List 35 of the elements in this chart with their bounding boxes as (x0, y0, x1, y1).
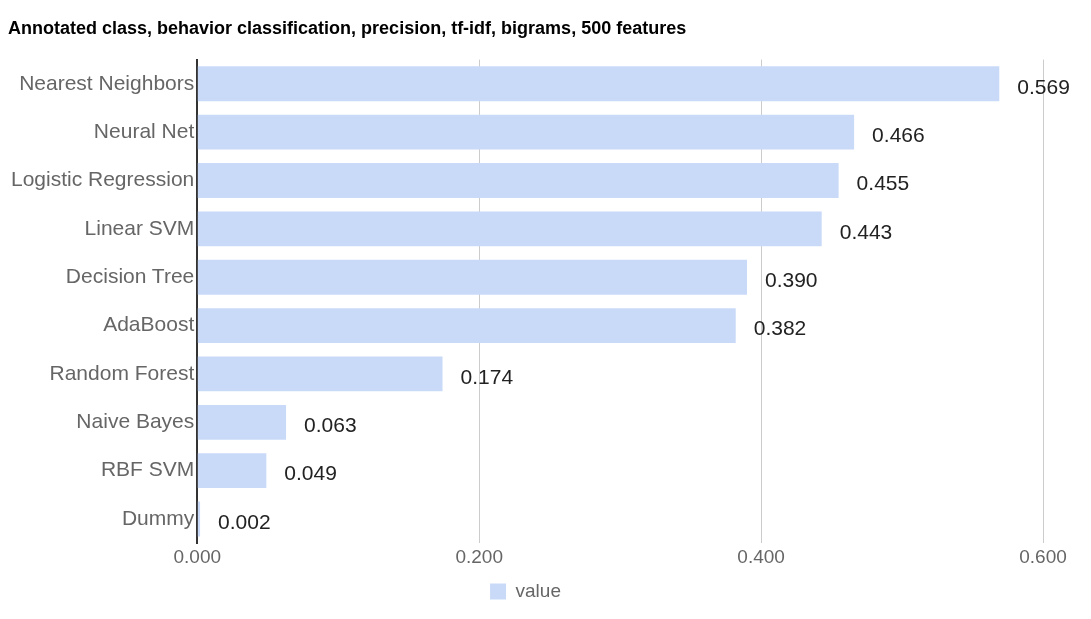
data-label: 0.002 (218, 509, 271, 533)
bar (197, 66, 1000, 102)
bar (197, 453, 267, 489)
x-tick-label: 0.200 (455, 545, 503, 567)
y-tick-label: Random Forest (49, 360, 195, 384)
y-tick-label: RBF SVM (100, 457, 195, 481)
x-tick-label: 0.400 (737, 545, 785, 567)
y-tick-label: Logistic Regression (10, 167, 195, 191)
y-tick-label: AdaBoost (103, 312, 195, 336)
data-label: 0.455 (856, 171, 910, 195)
bar (197, 404, 287, 440)
data-label: 0.390 (764, 268, 818, 292)
legend-label: value (515, 579, 561, 601)
y-tick-label: Naive Bayes (76, 409, 195, 433)
chart-title: Annotated class, behavior classification, precision, tf-idf, bigrams, 500 features (8, 17, 687, 38)
y-tick-label: Neural Net (93, 118, 195, 142)
data-label: 0.063 (304, 413, 357, 437)
data-label: 0.569 (1017, 74, 1070, 98)
data-label: 0.382 (753, 316, 807, 340)
bar (197, 308, 736, 343)
y-tick-label: Nearest Neighbors (19, 70, 195, 94)
bar (197, 259, 747, 295)
y-tick-label: Linear SVM (84, 215, 195, 239)
bar (197, 211, 822, 247)
data-label: 0.174 (460, 364, 514, 388)
y-tick-label: Decision Tree (65, 264, 195, 288)
bar (197, 163, 839, 198)
x-tick-label: 0.000 (173, 545, 222, 567)
bar (197, 356, 443, 392)
bar (197, 114, 855, 150)
x-tick-label: 0.600 (1019, 545, 1067, 567)
data-label: 0.443 (839, 219, 893, 243)
data-label: 0.466 (872, 122, 925, 146)
y-tick-label: Dummy (121, 505, 195, 529)
data-label: 0.049 (284, 461, 337, 485)
